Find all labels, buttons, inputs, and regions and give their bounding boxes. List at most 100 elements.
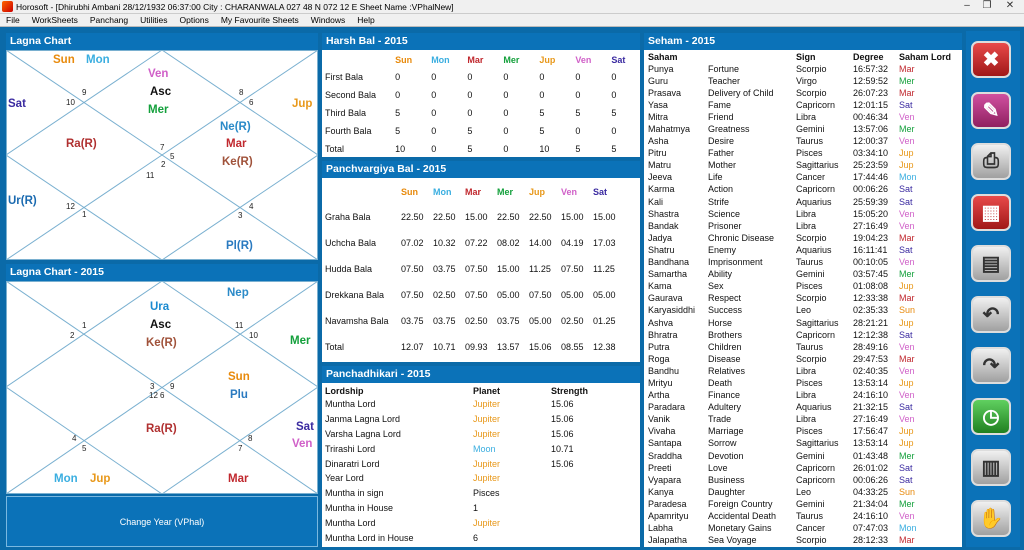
seham-cell: Imprisonment <box>708 257 763 268</box>
menu-options[interactable]: Options <box>179 15 209 25</box>
planet-pluto: Pl(R) <box>226 240 253 252</box>
harsh-bal-cell: 5 <box>467 126 473 136</box>
harsh-bal-cell: 0 <box>431 90 437 100</box>
change-year-button[interactable]: Change Year (VPhal) <box>6 496 318 547</box>
menu-windows[interactable]: Windows <box>310 15 346 25</box>
seham-cell: Mon <box>899 172 917 183</box>
harsh-bal-row: Fourth Bala 5 0 5 0 5 0 0 <box>325 122 640 140</box>
seham-cell: Strife <box>708 196 730 207</box>
handshake-button[interactable]: ✋ <box>971 500 1011 537</box>
panchvargiya-cell: 14.00 <box>529 238 552 248</box>
panchadhikari-row: Trirashi Lord Moon 10.71 <box>325 441 611 456</box>
harsh-bal-column-header: Sun <box>395 55 413 65</box>
notebook-button[interactable]: ▥ <box>971 449 1011 486</box>
panchvargiya-row: Hudda Bala 07.50 03.75 07.50 15.00 11.25 07.50… <box>325 256 623 282</box>
back-arrow-icon: ↶ <box>982 304 1000 326</box>
seham-cell: Capricorn <box>796 99 836 110</box>
seham-cell: Sagittarius <box>796 317 839 328</box>
seham-cell: Guru <box>648 75 669 86</box>
edit-button[interactable]: ✎ <box>971 92 1011 129</box>
harsh-bal-cell: 0 <box>431 144 437 154</box>
panchvargiya-cell: 11.25 <box>529 264 551 274</box>
panchadhikari-cell: Jupiter <box>473 399 501 410</box>
menu-panchang[interactable]: Panchang <box>89 15 129 25</box>
seham-row: Bhratra Brothers Capricorn 12:12:38 Sat <box>648 329 959 341</box>
harsh-bal-header-row: Sun Mon Mar Mer Jup Ven Sat <box>325 52 640 68</box>
house-number: 3 <box>238 211 243 220</box>
harsh-bal-cell: 0 <box>503 126 509 136</box>
harsh-bal-cell: 0 <box>395 90 401 100</box>
seham-row: Bandhu Relatives Libra 02:40:35 Ven <box>648 365 959 377</box>
panchvargiya-cell: 15.00 <box>465 212 488 222</box>
back-arrow-button[interactable]: ↶ <box>971 296 1011 333</box>
seham-cell: Sat <box>899 402 913 413</box>
seham-cell: Pisces <box>796 426 823 437</box>
menu-favourite-sheets[interactable]: My Favourite Sheets <box>220 15 299 25</box>
seham-cell: Shatru <box>648 244 675 255</box>
forward-arrow-button[interactable]: ↷ <box>971 347 1011 384</box>
exit-tools-button[interactable]: ✖ <box>971 41 1011 78</box>
seham-row: Pitru Father Pisces 03:34:10 Jup <box>648 148 959 160</box>
menu-file[interactable]: File <box>6 15 20 25</box>
clock-button[interactable]: ◷ <box>971 398 1011 435</box>
seham-cell: Cancer <box>796 172 826 183</box>
handshake-icon: ✋ <box>978 508 1004 530</box>
panchadhikari-row: Janma Lagna Lord Jupiter 15.06 <box>325 412 611 427</box>
harsh-bal-title: Harsh Bal - 2015 <box>322 33 640 50</box>
seham-cell: Ven <box>899 414 915 425</box>
close-button[interactable]: ✕ <box>1005 0 1015 11</box>
seham-column-header: Degree <box>853 52 884 62</box>
seham-cell: 12:33:38 <box>853 293 889 304</box>
harsh-bal-cell: 0 <box>575 126 581 136</box>
panchvargiya-cell: 10.32 <box>433 238 456 248</box>
harsh-bal-panel: Harsh Bal - 2015 Sun Mon Mar Mer Jup Ven Sat Fi… <box>322 33 640 157</box>
seham-row: Shatru Enemy Aquarius 16:11:41 Sat <box>648 244 959 256</box>
seham-cell: 24:16:10 <box>853 511 889 522</box>
harsh-bal-cell: Total <box>325 144 345 154</box>
seham-header-row: Saham Sign Degree Saham Lord <box>648 51 959 63</box>
calendar-button[interactable]: ▦ <box>971 194 1011 231</box>
panchvargiya-table: Sun Mon Mar Mer Jup Ven Sat Graha Bala 22.50 22.5… <box>325 180 623 360</box>
panchadhikari-cell: Dinaratri Lord <box>325 458 380 469</box>
house-number: 5 <box>82 444 87 453</box>
menu-utilities[interactable]: Utilities <box>140 15 168 25</box>
seham-column-header: Saham Lord <box>899 52 952 62</box>
seham-cell: Vyapara <box>648 474 682 485</box>
app-logo-icon <box>2 1 13 12</box>
seham-cell: Capricorn <box>796 474 836 485</box>
seham-cell: Scorpio <box>796 293 827 304</box>
panchadhikari-cell <box>551 501 611 516</box>
panchadhikari-row: Muntha in sign Pisces <box>325 486 611 501</box>
minimize-button[interactable]: – <box>964 0 970 11</box>
panchadhikari-cell: Jupiter <box>473 428 501 439</box>
panchadhikari-column-header: Lordship <box>325 385 364 396</box>
seham-cell: Jup <box>899 438 914 449</box>
planet-uranus: Ur(R) <box>8 195 37 207</box>
panchadhikari-panel: Panchadhikari - 2015 Lordship Planet Stren… <box>322 366 640 547</box>
seham-cell: Mer <box>899 124 915 135</box>
restore-button[interactable]: ❐ <box>982 0 992 11</box>
seham-cell: Capricorn <box>796 462 836 473</box>
menu-worksheets[interactable]: WorkSheets <box>31 15 78 25</box>
seham-row: Santapa Sorrow Sagittarius 13:53:14 Jup <box>648 438 959 450</box>
planet-venus: Ven <box>292 438 313 450</box>
seham-cell: Libra <box>796 208 817 219</box>
print-button[interactable]: ⎙ <box>971 143 1011 180</box>
panchadhikari-cell: Jupiter <box>473 517 501 528</box>
harsh-bal-column-header: Mon <box>431 55 450 65</box>
seham-cell: Scorpio <box>796 353 827 364</box>
menu-help[interactable]: Help <box>357 15 375 25</box>
house-number: 11 <box>235 321 244 330</box>
seham-cell: Bandhana <box>648 257 690 268</box>
seham-cell: Artha <box>648 390 670 401</box>
seham-cell: Enemy <box>708 244 737 255</box>
seham-cell: Life <box>708 172 723 183</box>
document-button[interactable]: ▤ <box>971 245 1011 282</box>
harsh-bal-cell: 5 <box>467 144 473 154</box>
harsh-bal-table: Sun Mon Mar Mer Jup Ven Sat First Bala 0 0 0 0 0 0 0 Se… <box>325 52 640 157</box>
panchvargiya-column-header: Sun <box>401 187 418 197</box>
house-number: 1 <box>82 210 87 219</box>
panchadhikari-cell: 10.71 <box>551 443 574 454</box>
seham-cell: Ven <box>899 136 915 147</box>
